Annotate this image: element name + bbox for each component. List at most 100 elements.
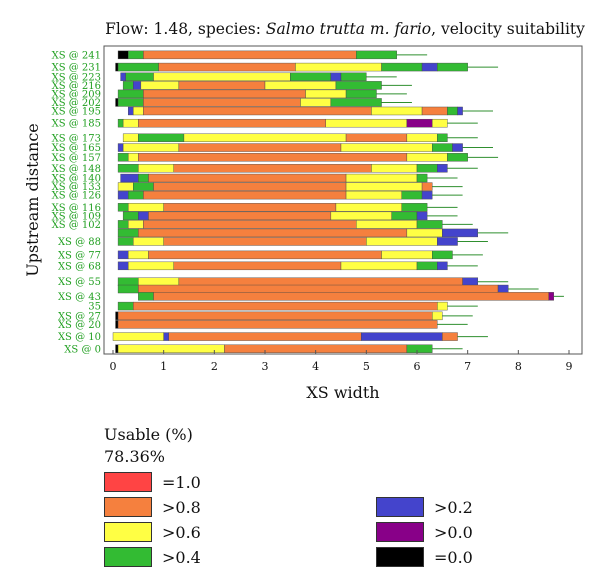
y-tick-label: XS @ 0 (64, 344, 101, 355)
xs-segment (447, 153, 468, 162)
xs-segment (178, 81, 266, 90)
xs-segment (133, 106, 144, 116)
legend-usable-value: 78.36% (104, 447, 166, 466)
xs-segment (117, 250, 129, 260)
xs-segment (437, 62, 468, 72)
y-tick-label: XS @ 140 (52, 174, 101, 185)
x-tick-label: 7 (464, 360, 471, 373)
legend-label: =0.0 (434, 547, 473, 567)
xs-segment (153, 292, 549, 301)
xs-segment (437, 164, 448, 173)
xs-segment (117, 284, 139, 294)
xs-segment (138, 292, 154, 301)
xs-segment (158, 62, 296, 72)
xs-segment (117, 182, 134, 191)
legend-swatch (376, 547, 424, 567)
xs-segment (330, 211, 392, 221)
xs-segment (163, 237, 367, 246)
y-tick-label: XS @ 20 (58, 320, 101, 331)
chart-title-species: Salmo trutta m. fario (266, 20, 431, 38)
xs-segment (148, 211, 332, 221)
xs-segment (127, 220, 144, 229)
xs-segment (153, 182, 347, 191)
xs-segment (421, 182, 433, 191)
legend-swatch (104, 472, 152, 492)
xs-segment (462, 277, 479, 286)
y-tick-label: XS @ 109 (52, 211, 101, 222)
xs-segment (127, 153, 139, 162)
xs-segment (457, 106, 463, 116)
xs-segment (345, 173, 418, 183)
legend-label: =1.0 (162, 472, 201, 492)
y-tick-label: XS @ 116 (52, 203, 101, 214)
xs-segment (117, 190, 129, 200)
xs-segment (391, 211, 418, 221)
x-tick-label: 4 (312, 360, 319, 373)
legend-label: >0.2 (434, 497, 473, 517)
xs-segment (300, 98, 332, 107)
legend-header: Usable (%) 78.36% (104, 424, 193, 468)
xs-segment (421, 190, 433, 200)
xs-segment (335, 203, 402, 212)
xs-segment (178, 277, 463, 286)
xs-segment (416, 173, 428, 183)
y-tick-label: XS @ 126 (52, 191, 101, 202)
xs-segment (133, 81, 142, 90)
xs-segment (117, 153, 129, 162)
xs-segment (115, 320, 119, 329)
chart-title-suffix: , velocity suitability (431, 20, 585, 38)
xs-segment (117, 203, 129, 212)
xs-segment (117, 89, 144, 99)
xs-segment (406, 153, 448, 162)
xs-segment (122, 143, 180, 152)
xs-segment (138, 277, 180, 286)
xs-segment (340, 261, 418, 271)
legend-item-1: =1.0 (104, 470, 201, 494)
xs-segment (133, 237, 164, 246)
x-tick-label: 5 (363, 360, 370, 373)
xs-segment (138, 118, 326, 128)
xs-segment (183, 133, 347, 143)
y-tick-label: XS @ 223 (52, 72, 101, 83)
xs-segment (345, 190, 403, 200)
xs-segment (173, 164, 372, 173)
xs-segment (401, 203, 428, 212)
legend-label: >0.0 (434, 522, 473, 542)
y-tick-label: XS @ 77 (58, 250, 101, 261)
y-tick-label: XS @ 133 (52, 182, 101, 193)
xs-segment (416, 220, 443, 229)
legend-item-4: >0.4 (104, 545, 201, 569)
xs-segment (122, 81, 134, 90)
xs-segment (345, 89, 377, 99)
xs-segment (432, 118, 448, 128)
xs-segment (406, 228, 443, 238)
xs-segment (401, 190, 423, 200)
y-tick-label: XS @ 202 (52, 98, 101, 109)
y-tick-label: XS @ 68 (58, 261, 101, 272)
xs-segment (432, 311, 443, 321)
xs-segment (138, 211, 149, 221)
x-tick-label: 3 (262, 360, 269, 373)
legend-label: >0.6 (162, 522, 201, 542)
xs-segment (437, 133, 448, 143)
xs-segment (168, 332, 362, 341)
xs-segment (356, 50, 397, 60)
y-tick-label: XS @ 231 (52, 63, 101, 74)
xs-segment (371, 164, 418, 173)
xs-segment (416, 261, 438, 271)
legend-title: Usable (%) (104, 425, 193, 444)
xs-segment (143, 220, 357, 229)
xs-segment (153, 72, 291, 82)
legend-item-7: =0.0 (376, 545, 473, 569)
legend-item-5: >0.2 (376, 495, 473, 519)
xs-segment (381, 250, 433, 260)
xs-segment (117, 62, 159, 72)
x-tick-label: 0 (110, 360, 117, 373)
y-tick-label: XS @ 102 (52, 220, 101, 231)
xs-segment (173, 261, 342, 271)
velocity-suitability-chart: Flow: 1.48, species: Salmo trutta m. far… (23, 20, 585, 402)
xs-segment (432, 143, 453, 152)
xs-segment (127, 190, 144, 200)
xs-segment (264, 81, 337, 90)
xs-segment (356, 220, 418, 229)
